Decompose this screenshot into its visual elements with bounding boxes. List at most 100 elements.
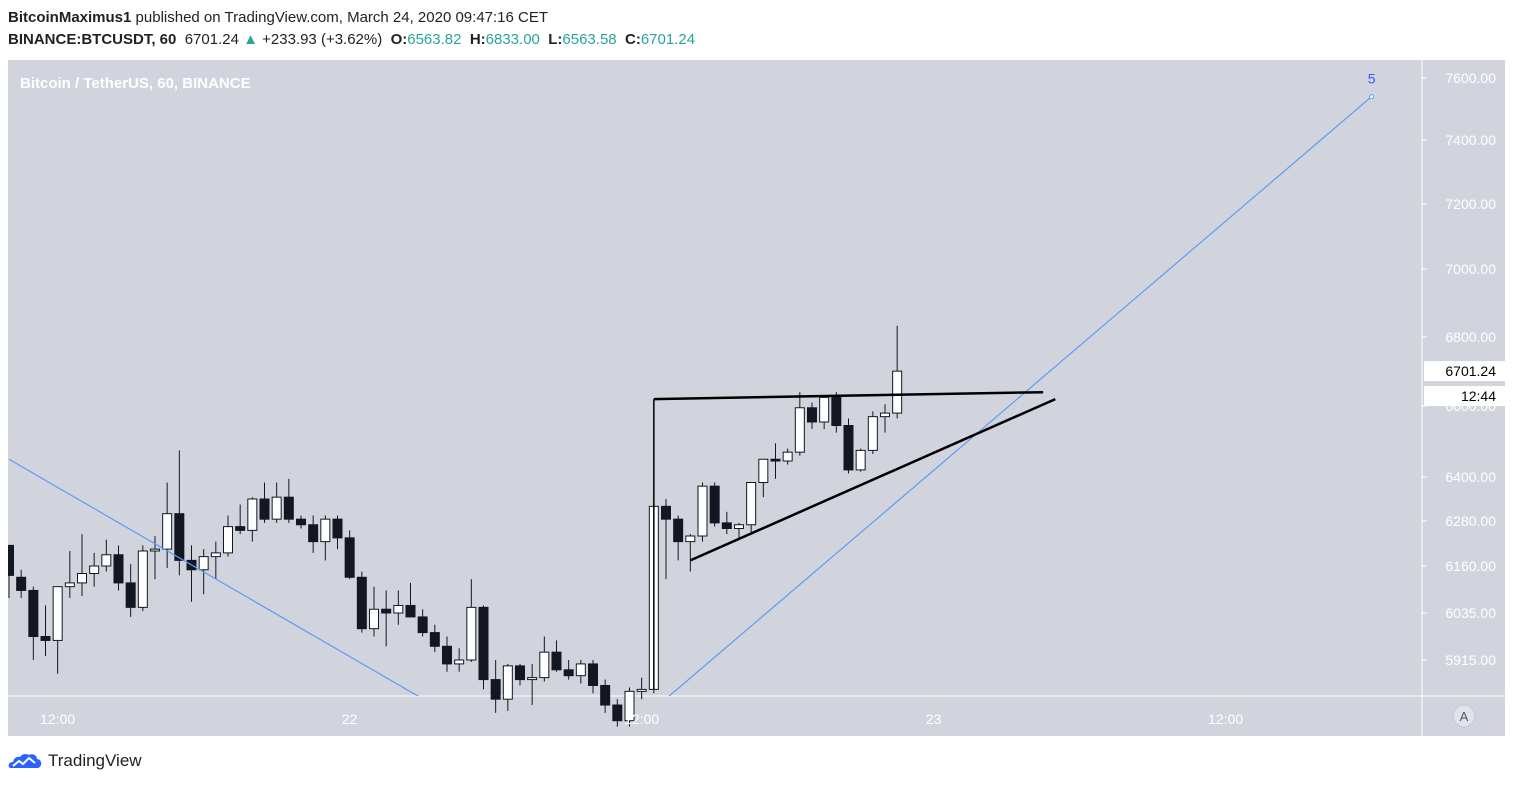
candle-down[interactable] [40,605,51,657]
candle-up[interactable] [892,325,903,419]
candle-down[interactable] [332,515,343,550]
candle-down[interactable] [259,482,270,523]
candle-up[interactable] [636,677,647,700]
wave-5-point[interactable] [1369,94,1375,100]
candle-down[interactable] [235,504,246,535]
candle-down[interactable] [308,515,319,553]
candle-down[interactable] [660,499,671,580]
candle-up[interactable] [527,663,538,706]
candle-body [295,518,306,526]
auto-scale-label[interactable]: A [1460,709,1469,724]
chart-container[interactable]: 7600.007400.007200.007000.006800.006600.… [4,60,1505,736]
candle-up[interactable] [502,663,513,711]
candle-down[interactable] [587,660,598,694]
candle-up[interactable] [210,541,221,580]
candle-down[interactable] [174,450,185,576]
wave-5-projection[interactable] [617,96,1373,736]
candle-down[interactable] [405,582,416,618]
candle-down[interactable] [344,530,355,580]
candle-up[interactable] [271,482,282,523]
candle-down[interactable] [551,640,562,672]
candle-down[interactable] [514,663,525,686]
candle-body [490,679,501,700]
candle-body [587,663,598,686]
candle-body [782,451,793,462]
candle-up[interactable] [855,448,866,472]
candle-up[interactable] [76,534,87,597]
tradingview-logo-icon[interactable] [8,751,42,771]
candle-up[interactable] [733,522,744,540]
wave-5-label[interactable]: 5 [1368,71,1376,87]
candle-down[interactable] [283,478,294,523]
candle-down[interactable] [709,482,720,527]
candle-down[interactable] [429,624,440,653]
candle-up[interactable] [879,404,890,433]
triangle-bottom[interactable] [689,397,1056,562]
tradingview-brand[interactable]: TradingView [48,751,142,770]
candle-up[interactable] [746,482,757,533]
candle-body [137,550,148,608]
candle-up[interactable] [454,648,465,672]
candle-up[interactable] [101,539,112,572]
candle-up[interactable] [782,448,793,465]
candle-body [64,582,75,588]
candle-body [502,665,513,700]
author-name[interactable]: BitcoinMaximus1 [8,9,132,26]
candle-up[interactable] [758,458,769,498]
triangle-top[interactable] [653,390,1044,401]
candle-body [819,396,830,423]
candle-up[interactable] [89,552,100,587]
candle-body [52,586,63,641]
candle-down[interactable] [28,586,39,660]
candle-down[interactable] [721,511,732,535]
candle-down[interactable] [612,699,623,727]
candle-up[interactable] [794,392,805,456]
candle-down[interactable] [441,636,452,672]
candle-up[interactable] [867,411,878,454]
candle-down[interactable] [806,402,817,430]
auto-scale-button[interactable] [1452,704,1476,728]
candle-down[interactable] [417,609,428,637]
candle-up[interactable] [697,482,708,542]
candle-body [381,608,392,614]
candle-down[interactable] [113,545,124,591]
candle-body [125,582,136,608]
candle-down[interactable] [478,605,489,690]
candle-down[interactable] [356,571,367,633]
candle-body [721,522,732,529]
candle-up[interactable] [819,396,830,430]
candle-down[interactable] [295,515,306,529]
candle-up[interactable] [368,586,379,637]
candle-up[interactable] [466,579,477,662]
candle-down[interactable] [125,564,136,617]
candle-down[interactable] [843,418,854,474]
candle-up[interactable] [162,482,173,568]
plot-background[interactable] [8,60,1422,696]
candle-up[interactable] [685,534,696,572]
candle-down[interactable] [600,679,611,713]
candle-up[interactable] [320,515,331,561]
candle-up[interactable] [137,545,148,612]
time-tick-label: 12:00 [40,711,75,727]
candlestick-chart[interactable]: 7600.007400.007200.007000.006800.006600.… [4,60,1505,736]
candle-down[interactable] [16,569,27,598]
candle-up[interactable] [624,687,635,727]
candle-up[interactable] [575,660,586,684]
candle-up[interactable] [222,515,233,557]
candle-up[interactable] [393,590,404,625]
candle-up[interactable] [64,551,75,598]
candle-up[interactable] [52,586,63,674]
candle-down[interactable] [563,660,574,680]
candle-down[interactable] [831,392,842,433]
candle-body [28,589,39,638]
candle-body [89,565,100,575]
descending-line[interactable] [8,458,447,713]
time-axis-background[interactable] [8,696,1422,736]
candle-up[interactable] [539,636,550,682]
candle-body [551,651,562,671]
candle-down[interactable] [673,515,684,561]
candle-down[interactable] [490,660,501,713]
candle-down[interactable] [381,590,392,647]
candle-down[interactable] [770,443,781,479]
candle-up[interactable] [247,497,258,542]
